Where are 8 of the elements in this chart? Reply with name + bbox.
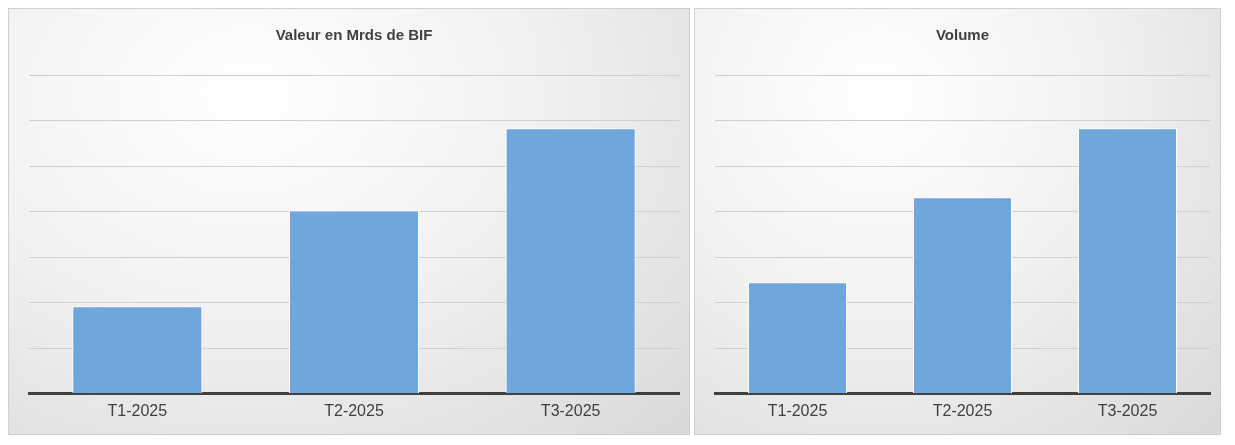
x-tick-label: T1-2025 [107, 401, 168, 419]
x-tick-label: T3-2025 [1097, 401, 1158, 419]
x-tick-label: T2-2025 [324, 401, 384, 419]
chart-title: Valeur en Mrds de BIF [275, 26, 433, 44]
chart-title: Volume [935, 26, 990, 44]
x-tick-label: T3-2025 [540, 401, 601, 419]
x-tick-label: T1-2025 [767, 401, 828, 419]
x-tick-label: T2-2025 [932, 401, 993, 419]
